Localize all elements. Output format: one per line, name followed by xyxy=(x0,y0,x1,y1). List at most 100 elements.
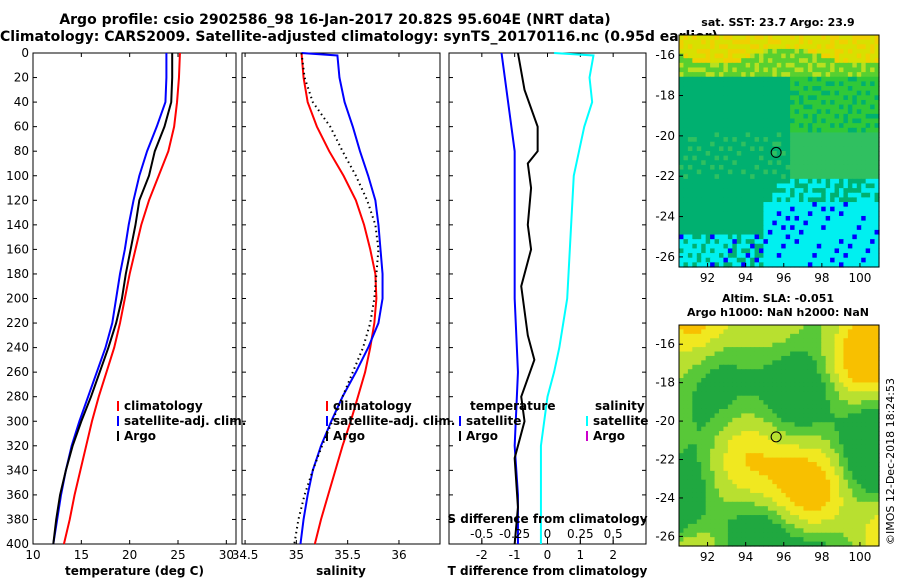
altimetry-cell xyxy=(683,431,689,437)
altimetry-cell xyxy=(843,435,849,441)
sst-cell xyxy=(861,178,867,185)
altimetry-cell xyxy=(754,532,760,538)
sst-cell xyxy=(727,215,733,222)
sst-cell xyxy=(701,220,707,226)
altimetry-cell xyxy=(852,395,858,401)
sst-cell xyxy=(719,211,725,217)
altimetry-cell xyxy=(874,457,880,463)
sst-cell xyxy=(807,257,813,263)
altimetry-cell xyxy=(865,506,871,512)
altimetry-cell xyxy=(843,325,849,331)
altimetry-cell xyxy=(803,497,809,503)
altimetry-cell xyxy=(816,541,822,547)
sst-cell xyxy=(799,234,805,240)
sst-cell xyxy=(759,141,765,147)
sst-cell xyxy=(696,48,702,55)
altimetry-cell xyxy=(772,338,778,344)
sst-lat-label: -22 xyxy=(655,169,675,183)
sst-cell xyxy=(705,58,711,64)
sst-cell xyxy=(714,35,720,41)
altimetry-cell xyxy=(719,470,725,476)
sst-cell xyxy=(767,67,773,73)
altimetry-cell xyxy=(714,391,720,397)
altimetry-cell xyxy=(799,355,805,361)
sst-cell xyxy=(754,109,760,115)
sst-cell xyxy=(683,39,689,45)
sst-cell xyxy=(732,48,738,55)
altimetry-cell xyxy=(812,408,818,414)
altimetry-cell xyxy=(785,400,791,406)
sst-cell xyxy=(705,67,711,73)
sst-cell xyxy=(679,39,685,45)
altimetry-cell xyxy=(683,479,689,485)
sst-cell xyxy=(852,262,858,268)
altimetry-cell xyxy=(794,417,800,423)
sst-cell xyxy=(719,262,725,268)
altimetry-cell xyxy=(861,378,867,384)
sst-cell xyxy=(754,188,760,194)
altimetry-cell xyxy=(687,395,693,401)
sst-cell xyxy=(856,253,862,259)
altimetry-cell xyxy=(847,492,853,498)
altimetry-cell xyxy=(705,333,711,339)
sst-cell xyxy=(679,234,685,240)
sst-cell xyxy=(736,39,742,45)
sst-cell xyxy=(772,99,778,106)
altimetry-cell xyxy=(812,413,818,419)
sst-cell xyxy=(843,253,849,259)
sst-cell xyxy=(763,39,769,45)
salinity-diff-tick-label: -0.25 xyxy=(499,527,530,541)
altimetry-cell xyxy=(785,497,791,503)
altimetry-cell xyxy=(745,325,751,331)
sst-cell xyxy=(683,188,689,194)
sst-cell xyxy=(812,76,818,82)
sst-cell xyxy=(807,243,813,250)
sst-cell xyxy=(741,95,747,101)
sst-cell xyxy=(750,146,756,152)
sst-cell xyxy=(785,81,791,87)
sst-cell xyxy=(714,99,720,106)
sst-cell xyxy=(852,146,858,152)
altimetry-cell xyxy=(772,417,778,423)
sst-cell xyxy=(834,220,840,226)
altimetry-cell xyxy=(803,382,809,388)
altimetry-cell xyxy=(701,422,707,428)
altimetry-cell xyxy=(861,333,867,339)
sst-cell xyxy=(723,202,729,208)
sst-cell xyxy=(861,188,867,194)
sst-cell xyxy=(763,58,769,64)
altimetry-cell xyxy=(807,506,813,512)
sst-cell xyxy=(812,123,818,129)
altimetry-cell xyxy=(683,528,689,534)
sst-cell xyxy=(812,248,818,254)
sst-cell xyxy=(745,155,751,161)
sst-cell xyxy=(785,35,791,41)
altimetry-cell xyxy=(785,532,791,538)
sst-cell xyxy=(719,183,725,189)
altimetry-cell xyxy=(874,532,880,538)
sst-cell xyxy=(754,99,760,106)
sst-cell xyxy=(847,95,853,101)
altimetry-cell xyxy=(696,386,702,392)
altimetry-cell xyxy=(812,435,818,441)
altimetry-cell xyxy=(870,510,876,516)
sst-cell xyxy=(750,169,756,175)
sst-cell xyxy=(785,109,791,115)
sst-cell xyxy=(696,192,702,198)
sst-cell xyxy=(790,160,796,166)
sst-cell xyxy=(799,62,805,69)
altimetry-cell xyxy=(679,417,685,423)
sst-cell xyxy=(874,62,880,69)
sst-cell xyxy=(799,67,805,73)
sst-cell xyxy=(865,81,871,87)
sst-cell xyxy=(799,109,805,115)
sst-cell xyxy=(754,183,760,189)
sst-cell xyxy=(816,62,822,69)
altimetry-cell xyxy=(745,537,751,543)
altimetry-cell xyxy=(816,342,822,348)
sst-cell xyxy=(861,72,867,78)
sst-cell xyxy=(799,183,805,189)
altimetry-cell xyxy=(807,355,813,361)
sst-cell xyxy=(803,132,809,138)
sst-cell xyxy=(816,86,822,92)
